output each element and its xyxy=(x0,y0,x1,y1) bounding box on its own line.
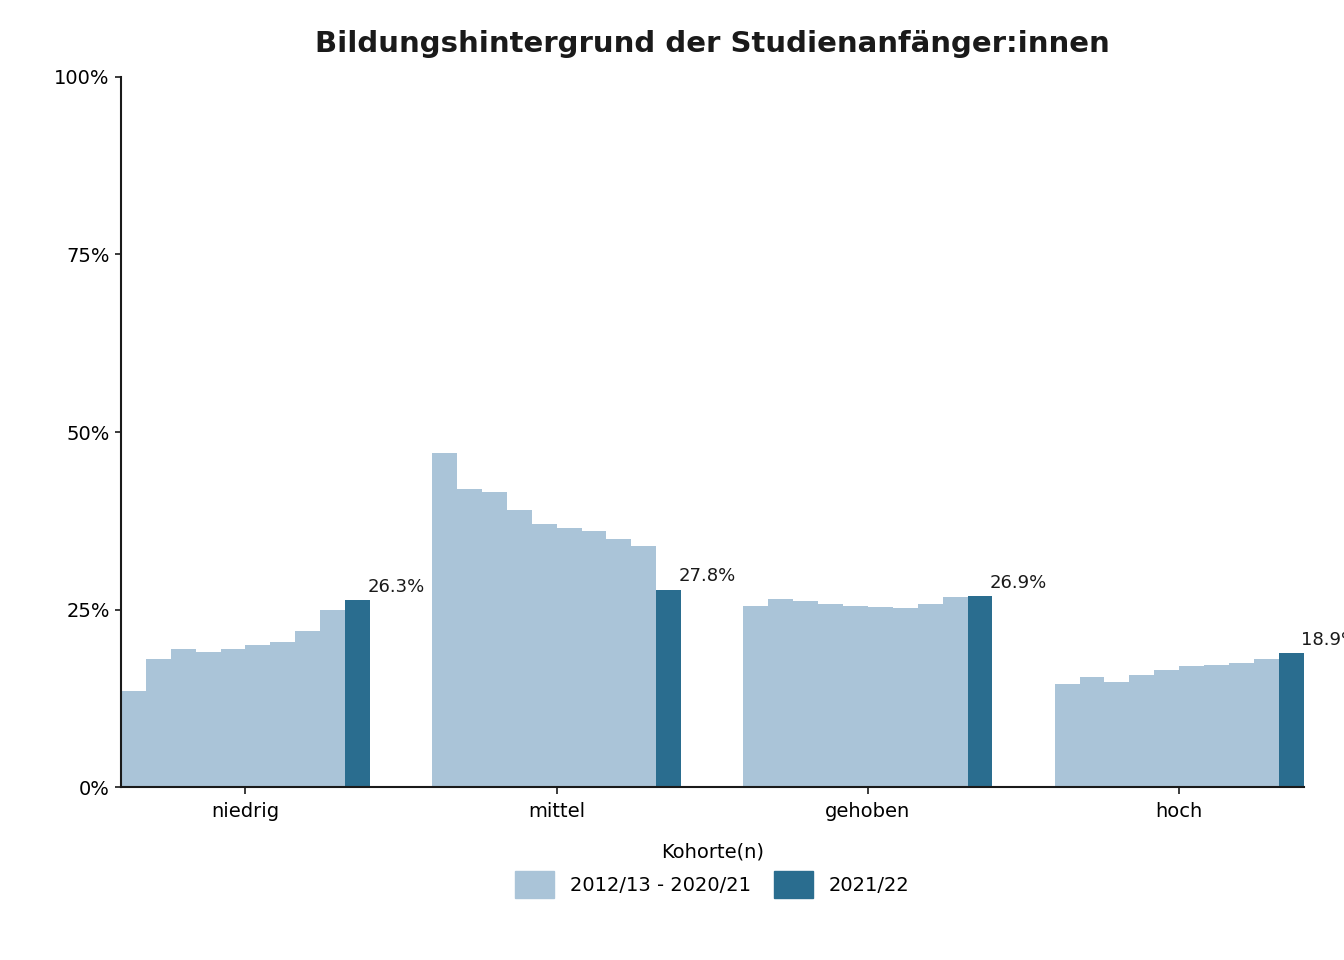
Bar xyxy=(942,597,968,787)
Bar xyxy=(632,545,656,787)
Bar xyxy=(769,599,793,787)
Bar xyxy=(270,641,296,787)
Bar xyxy=(918,604,942,787)
Bar xyxy=(196,652,220,787)
Bar xyxy=(532,524,556,787)
Bar xyxy=(556,528,582,787)
Bar xyxy=(968,596,992,787)
Bar xyxy=(793,601,818,787)
Bar xyxy=(1129,675,1154,787)
Bar xyxy=(1254,660,1278,787)
Bar xyxy=(892,609,918,787)
Bar xyxy=(1179,666,1204,787)
Bar xyxy=(1079,677,1105,787)
Bar xyxy=(457,489,482,787)
Bar xyxy=(482,492,507,787)
Bar xyxy=(582,532,606,787)
Title: Bildungshintergrund der Studienanfänger:innen: Bildungshintergrund der Studienanfänger:… xyxy=(314,30,1110,58)
Bar xyxy=(606,539,632,787)
Bar xyxy=(246,645,270,787)
Bar xyxy=(1105,682,1129,787)
Legend: 2012/13 - 2020/21, 2021/22: 2012/13 - 2020/21, 2021/22 xyxy=(515,842,910,899)
Bar xyxy=(1228,662,1254,787)
Bar xyxy=(818,604,843,787)
Bar xyxy=(507,510,532,787)
Bar xyxy=(843,606,868,787)
Bar xyxy=(868,608,892,787)
Bar xyxy=(433,453,457,787)
Bar xyxy=(1278,653,1304,787)
Bar xyxy=(296,631,320,787)
Bar xyxy=(1204,665,1228,787)
Bar xyxy=(171,649,196,787)
Bar xyxy=(345,600,370,787)
Text: 26.9%: 26.9% xyxy=(991,574,1047,591)
Bar xyxy=(146,660,171,787)
Bar xyxy=(743,606,769,787)
Text: 26.3%: 26.3% xyxy=(367,578,425,596)
Bar xyxy=(320,610,345,787)
Bar xyxy=(220,649,246,787)
Bar xyxy=(656,589,681,787)
Bar xyxy=(1055,684,1079,787)
Bar xyxy=(121,691,146,787)
Bar xyxy=(1154,670,1179,787)
Text: 27.8%: 27.8% xyxy=(679,567,737,586)
Text: 18.9%: 18.9% xyxy=(1301,631,1344,649)
